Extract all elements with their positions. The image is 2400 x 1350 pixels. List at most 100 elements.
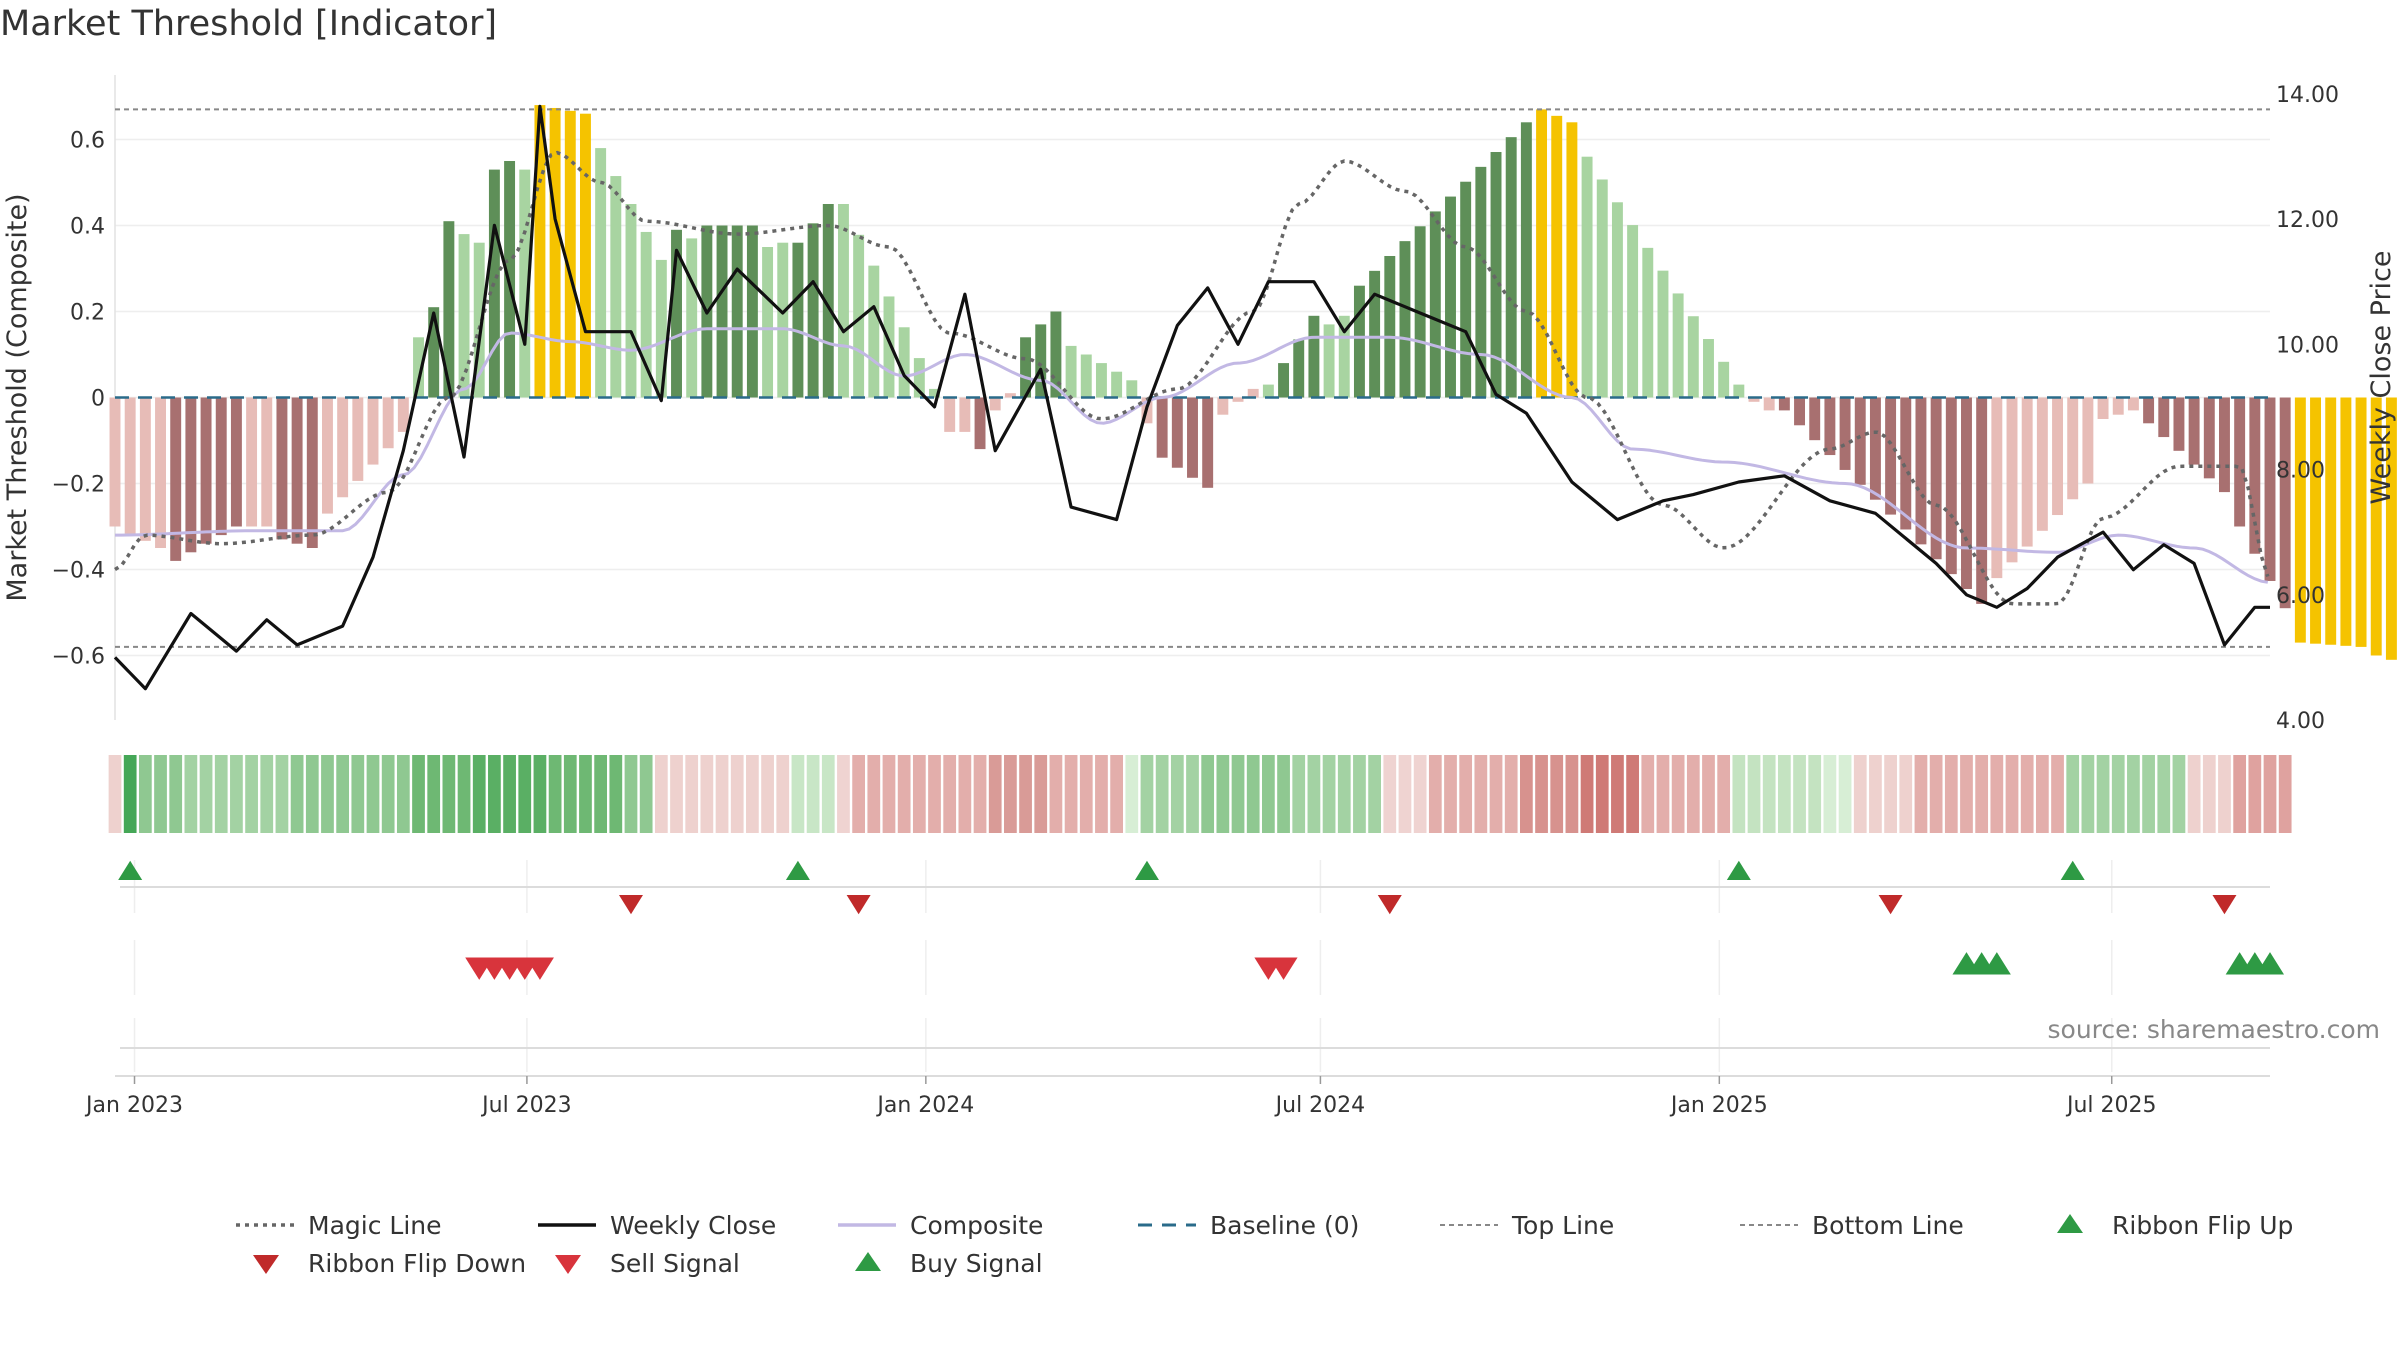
composite-bar xyxy=(306,397,318,548)
composite-bar xyxy=(837,204,849,398)
legend-label: Ribbon Flip Down xyxy=(308,1249,526,1278)
composite-bar xyxy=(1703,339,1714,398)
legend-swatch xyxy=(2057,1214,2083,1233)
composite-bar xyxy=(868,265,880,398)
composite-bar xyxy=(1915,397,1927,545)
ribbon-cell xyxy=(579,755,592,833)
composite-bar xyxy=(352,397,364,481)
composite-bar xyxy=(2355,397,2367,647)
composite-bar xyxy=(2143,397,2155,424)
composite-bar xyxy=(959,397,971,432)
composite-bar xyxy=(1581,156,1593,398)
ribbon-cell xyxy=(412,755,425,833)
ribbon-cell xyxy=(928,755,941,833)
legend-label: Ribbon Flip Up xyxy=(2112,1211,2293,1240)
ribbon-cell xyxy=(776,755,790,833)
composite-bar xyxy=(579,113,591,398)
composite-bar xyxy=(1748,397,1760,402)
ribbon-cell xyxy=(1929,755,1943,833)
ribbon-cell xyxy=(1838,755,1852,833)
composite-bar xyxy=(2036,397,2048,531)
ribbon-cell xyxy=(943,755,957,833)
composite-bar xyxy=(1854,397,1866,485)
composite-bar xyxy=(944,397,956,432)
ribbon-cell xyxy=(1535,755,1548,833)
ribbon-cell xyxy=(1125,755,1139,833)
composite-bar xyxy=(1718,361,1730,398)
ribbon-cell xyxy=(1307,755,1321,833)
composite-bar xyxy=(1642,247,1654,398)
ribbon-cell xyxy=(1580,755,1594,833)
ribbon-cell xyxy=(2127,755,2140,833)
composite-bar xyxy=(1490,152,1502,398)
ribbon-cell xyxy=(1656,755,1670,833)
composite-bar xyxy=(898,327,910,398)
ribbon-cell xyxy=(912,755,926,833)
y2-tick-label: 8.00 xyxy=(2276,459,2325,484)
composite-bar xyxy=(1794,397,1806,426)
ribbon-cell xyxy=(1686,755,1700,833)
y-tick-label: 0.4 xyxy=(70,215,105,240)
x-tick-label: Jul 2023 xyxy=(480,1093,572,1118)
composite-bar xyxy=(246,397,258,527)
ribbon-cell xyxy=(2066,755,2080,833)
composite-bar xyxy=(458,234,470,398)
legend-label: Sell Signal xyxy=(610,1249,740,1278)
y-tick-label: 0 xyxy=(91,387,105,412)
composite-bar xyxy=(777,242,789,398)
ribbon-cell xyxy=(1793,755,1806,833)
ribbon-cell xyxy=(1671,755,1685,833)
composite-bar xyxy=(1035,324,1047,398)
composite-bar xyxy=(2370,397,2382,656)
ribbon-cell xyxy=(1732,755,1746,833)
ribbon-cell xyxy=(1322,755,1336,833)
ribbon-cell xyxy=(700,755,714,833)
y2-axis-label: Weekly Close Price xyxy=(2366,250,2397,504)
ribbon-cell xyxy=(973,755,987,833)
ribbon-cell xyxy=(518,755,532,833)
composite-bar xyxy=(2067,397,2079,500)
ribbon-cell xyxy=(275,755,289,833)
ribbon-cell xyxy=(1368,755,1381,833)
ribbon-cell xyxy=(1277,755,1290,833)
ribbon-cell xyxy=(715,755,729,833)
composite-bar xyxy=(1353,285,1365,398)
ribbon-cell xyxy=(169,755,183,833)
ribbon-cell xyxy=(867,755,881,833)
ribbon-cell xyxy=(988,755,1002,833)
ribbon-cell xyxy=(1231,755,1245,833)
composite-bar xyxy=(1839,397,1851,470)
ribbon-cell xyxy=(321,755,334,833)
ribbon-cell xyxy=(2233,755,2247,833)
ribbon-cell xyxy=(837,755,850,833)
ribbon-cell xyxy=(1201,755,1215,833)
composite-bar xyxy=(367,397,379,465)
ribbon-cell xyxy=(2020,755,2034,833)
ribbon-cell xyxy=(730,755,744,833)
composite-bar xyxy=(1733,384,1745,398)
composite-bar xyxy=(2188,397,2200,465)
composite-bar xyxy=(1687,316,1699,398)
ribbon-cell xyxy=(654,755,668,833)
composite-bar xyxy=(1171,397,1183,468)
y2-tick-label: 14.00 xyxy=(2276,83,2339,108)
ribbon-cell xyxy=(2157,755,2171,833)
ribbon-cell xyxy=(1899,755,1913,833)
composite-bar xyxy=(2203,397,2215,479)
composite-bar xyxy=(1763,397,1775,411)
trend-ribbon xyxy=(108,755,2292,833)
composite-bar xyxy=(2158,397,2170,438)
y-tick-label: 0.6 xyxy=(70,129,105,154)
ribbon-cell xyxy=(1869,755,1882,833)
ribbon-cell xyxy=(746,755,759,833)
magic-line xyxy=(114,150,2270,606)
ribbon-cell xyxy=(1777,755,1791,833)
ribbon-flip-up-marker xyxy=(118,860,143,880)
ribbon-cell xyxy=(897,755,911,833)
ribbon-cell xyxy=(1337,755,1351,833)
composite-bar xyxy=(473,242,485,398)
composite-bar xyxy=(1308,315,1320,398)
ribbon-cell xyxy=(1519,755,1533,833)
ribbon-cell xyxy=(548,755,562,833)
ribbon-flip-up-marker xyxy=(785,860,810,880)
